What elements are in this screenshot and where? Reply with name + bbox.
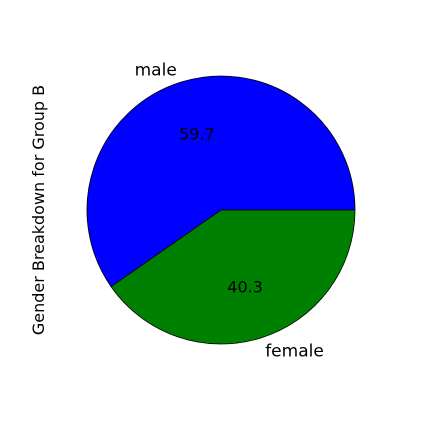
pie-labels: male 59.7 female 40.3 <box>135 60 324 361</box>
category-label-male: male <box>135 60 177 80</box>
category-label-female: female <box>265 342 324 362</box>
pie-slice-male <box>86 75 356 288</box>
value-label-male: 59.7 <box>179 124 215 143</box>
pie-slice-female <box>110 209 356 345</box>
value-label-female: 40.3 <box>227 278 263 297</box>
pie-slices <box>86 75 356 345</box>
y-axis-label: Gender Breakdown for Group B <box>29 85 48 335</box>
